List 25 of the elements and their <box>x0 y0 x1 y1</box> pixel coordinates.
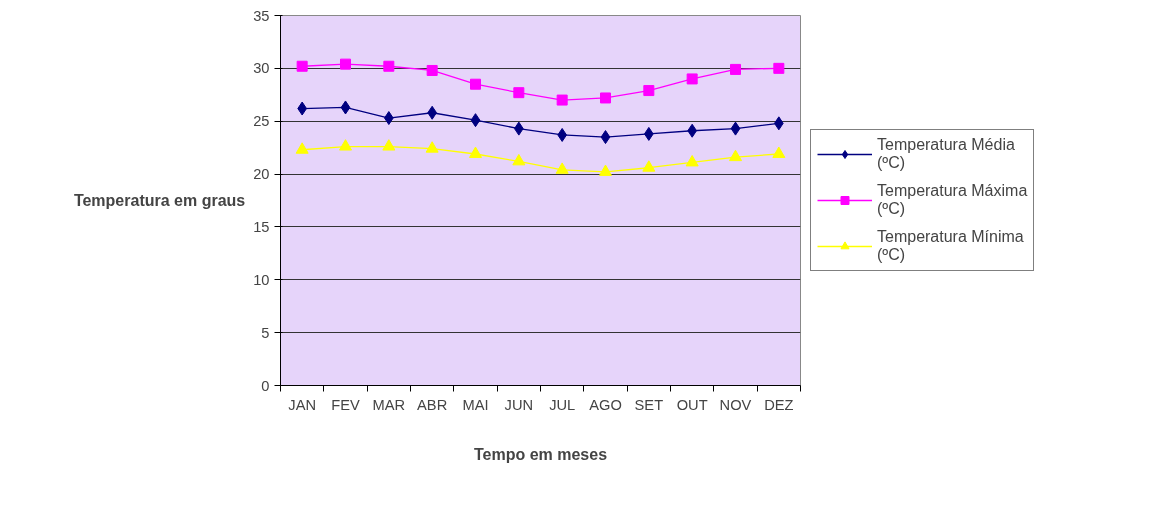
x-tick-label: ABR <box>417 396 448 413</box>
x-tick-label: OUT <box>676 396 708 413</box>
y-tick-label: 15 <box>253 218 270 235</box>
y-tick-label: 35 <box>253 7 270 24</box>
y-tick-label: 20 <box>253 166 270 183</box>
x-tick-label: JUL <box>549 396 576 413</box>
y-tick-label: 30 <box>253 60 270 77</box>
x-tick-label: MAI <box>462 396 489 413</box>
x-tick-label: FEV <box>331 396 360 413</box>
x-tick-label: JAN <box>288 396 317 413</box>
y-axis-title: Temperatura em graus <box>73 192 246 209</box>
legend-label: Temperatura Máxima (ºC) <box>877 182 1028 218</box>
y-tick-label: 25 <box>253 113 270 130</box>
x-axis-title: Tempo em meses <box>473 445 608 463</box>
legend-label: Temperatura Mínima (ºC) <box>877 228 1024 264</box>
x-tick-label: SET <box>634 396 664 413</box>
x-tick-label: AGO <box>589 396 622 413</box>
x-tick-label: NOV <box>719 396 752 413</box>
x-tick-label: JUN <box>504 396 534 413</box>
x-tick-label: DEZ <box>764 396 794 413</box>
y-tick-label: 0 <box>261 377 270 394</box>
y-tick-label: 5 <box>261 324 270 341</box>
legend-label: Temperatura Média (ºC) <box>877 136 1015 172</box>
y-tick-label: 10 <box>253 271 270 288</box>
x-tick-label: MAR <box>372 396 406 413</box>
